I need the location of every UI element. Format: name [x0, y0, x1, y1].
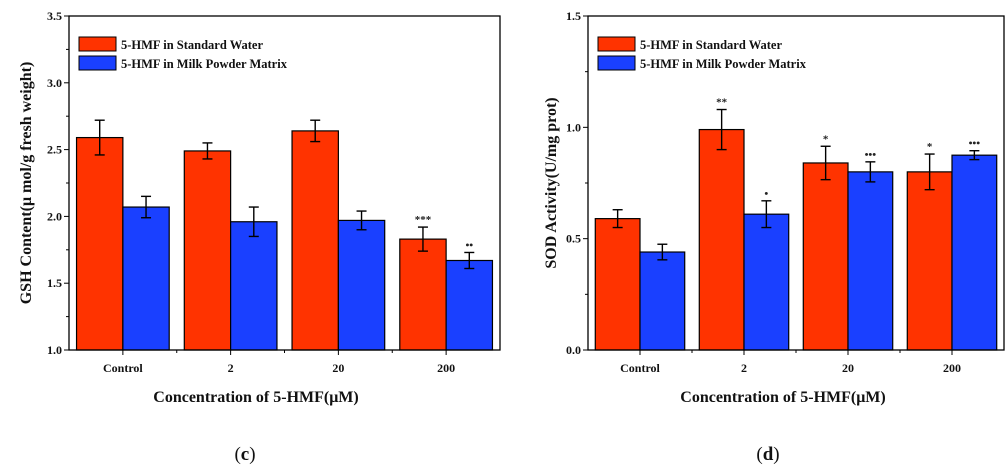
panel-d-bar-milk-matrix [847, 171, 894, 351]
panel-d-xtick-label: 2 [741, 361, 747, 375]
panel-d-plot-frame [587, 15, 1005, 351]
panel-d-bar-milk-matrix [743, 213, 790, 351]
panel-c-legend-swatch-standard-water [78, 36, 117, 52]
panel-d-xtick-label: 20 [842, 361, 854, 375]
panel-d-ytick-label: 1.0 [566, 120, 581, 134]
panel-d-ytick-label: 0.5 [566, 232, 581, 246]
panel-d-ytick-label: 0.0 [566, 343, 581, 357]
panel-d-legend-swatch-standard-water [597, 36, 636, 52]
panel-c-bar-standard-water [291, 130, 339, 351]
panel-d-significance-mark: * [823, 133, 829, 145]
panel-c-letter: c [241, 444, 249, 465]
panel-d-ylabel: SOD Activity(U/mg prot) [543, 97, 560, 268]
panel-c-ytick-label: 1.0 [47, 343, 62, 357]
panel-d-significance-mark: • [764, 188, 768, 200]
panel-d-legend-label-standard-water: 5-HMF in Standard Water [640, 38, 782, 52]
panel-c-bar-standard-water [399, 238, 447, 351]
panel-c-ytick-label: 3.0 [47, 76, 62, 90]
panel-c-bar-milk-matrix [337, 219, 386, 351]
panel-d-legend-label-milk-matrix: 5-HMF in Milk Powder Matrix [640, 57, 807, 71]
panel-c-bar-milk-matrix [230, 221, 278, 351]
panel-d-label: (d) [756, 444, 779, 465]
panel-d-significance-mark: ** [716, 97, 728, 109]
panel-c-bar-milk-matrix [122, 206, 170, 351]
panel-d-bar-standard-water [906, 171, 953, 351]
panel-d-xtick-label: Control [620, 361, 660, 375]
panel-c: Concentration of 5-HMF(μM) GSH Content(μ… [18, 9, 501, 465]
panel-c-ylabel: GSH Content(μ mol/g fresh weight) [18, 62, 35, 305]
panel-d-significance-mark: * [927, 141, 933, 153]
panel-d-legend-swatch-milk-matrix [597, 55, 636, 71]
panel-d-significance-mark: ••• [969, 138, 981, 150]
panel-c-significance-mark: *** [415, 214, 432, 226]
panel-d: Concentration of 5-HMF(μM) SOD Activity(… [543, 9, 1005, 465]
panel-d-letter: d [763, 444, 774, 465]
panel-c-xtick-label: 2 [228, 361, 234, 375]
panel-c-xtick-label: 20 [332, 361, 344, 375]
panel-c-legend-label-milk-matrix: 5-HMF in Milk Powder Matrix [121, 57, 288, 71]
panel-d-xtick-label: 200 [943, 361, 961, 375]
panel-c-bar-milk-matrix [445, 259, 494, 351]
panel-d-significance-mark: ••• [865, 149, 877, 161]
panel-c-significance-mark: •• [465, 239, 473, 251]
panel-d-xlabel: Concentration of 5-HMF(μM) [680, 389, 885, 406]
panel-c-ytick-label: 1.5 [47, 276, 62, 290]
panel-c-ytick-label: 2.5 [47, 143, 62, 157]
panel-c-plot-frame [68, 15, 501, 351]
panel-c-legend-label-standard-water: 5-HMF in Standard Water [121, 38, 263, 52]
panel-d-bar-milk-matrix [639, 251, 686, 351]
panel-c-bar-standard-water [75, 136, 124, 351]
panel-d-bar-standard-water [594, 218, 641, 351]
panel-d-bar-standard-water [802, 162, 849, 351]
panel-d-ytick-label: 1.5 [566, 9, 581, 23]
panel-c-label: (c) [234, 444, 255, 465]
panel-c-xtick-label: 200 [437, 361, 455, 375]
panel-c-ytick-label: 3.5 [47, 9, 62, 23]
panel-d-bar-milk-matrix [951, 154, 998, 351]
panel-c-xtick-label: Control [103, 361, 143, 375]
panel-c-xlabel: Concentration of 5-HMF(μM) [153, 389, 358, 406]
panel-c-bar-standard-water [183, 150, 232, 351]
panel-d-bar-standard-water [698, 128, 745, 351]
panel-c-ytick-label: 2.0 [47, 209, 62, 223]
panel-c-legend-swatch-milk-matrix [78, 55, 117, 71]
